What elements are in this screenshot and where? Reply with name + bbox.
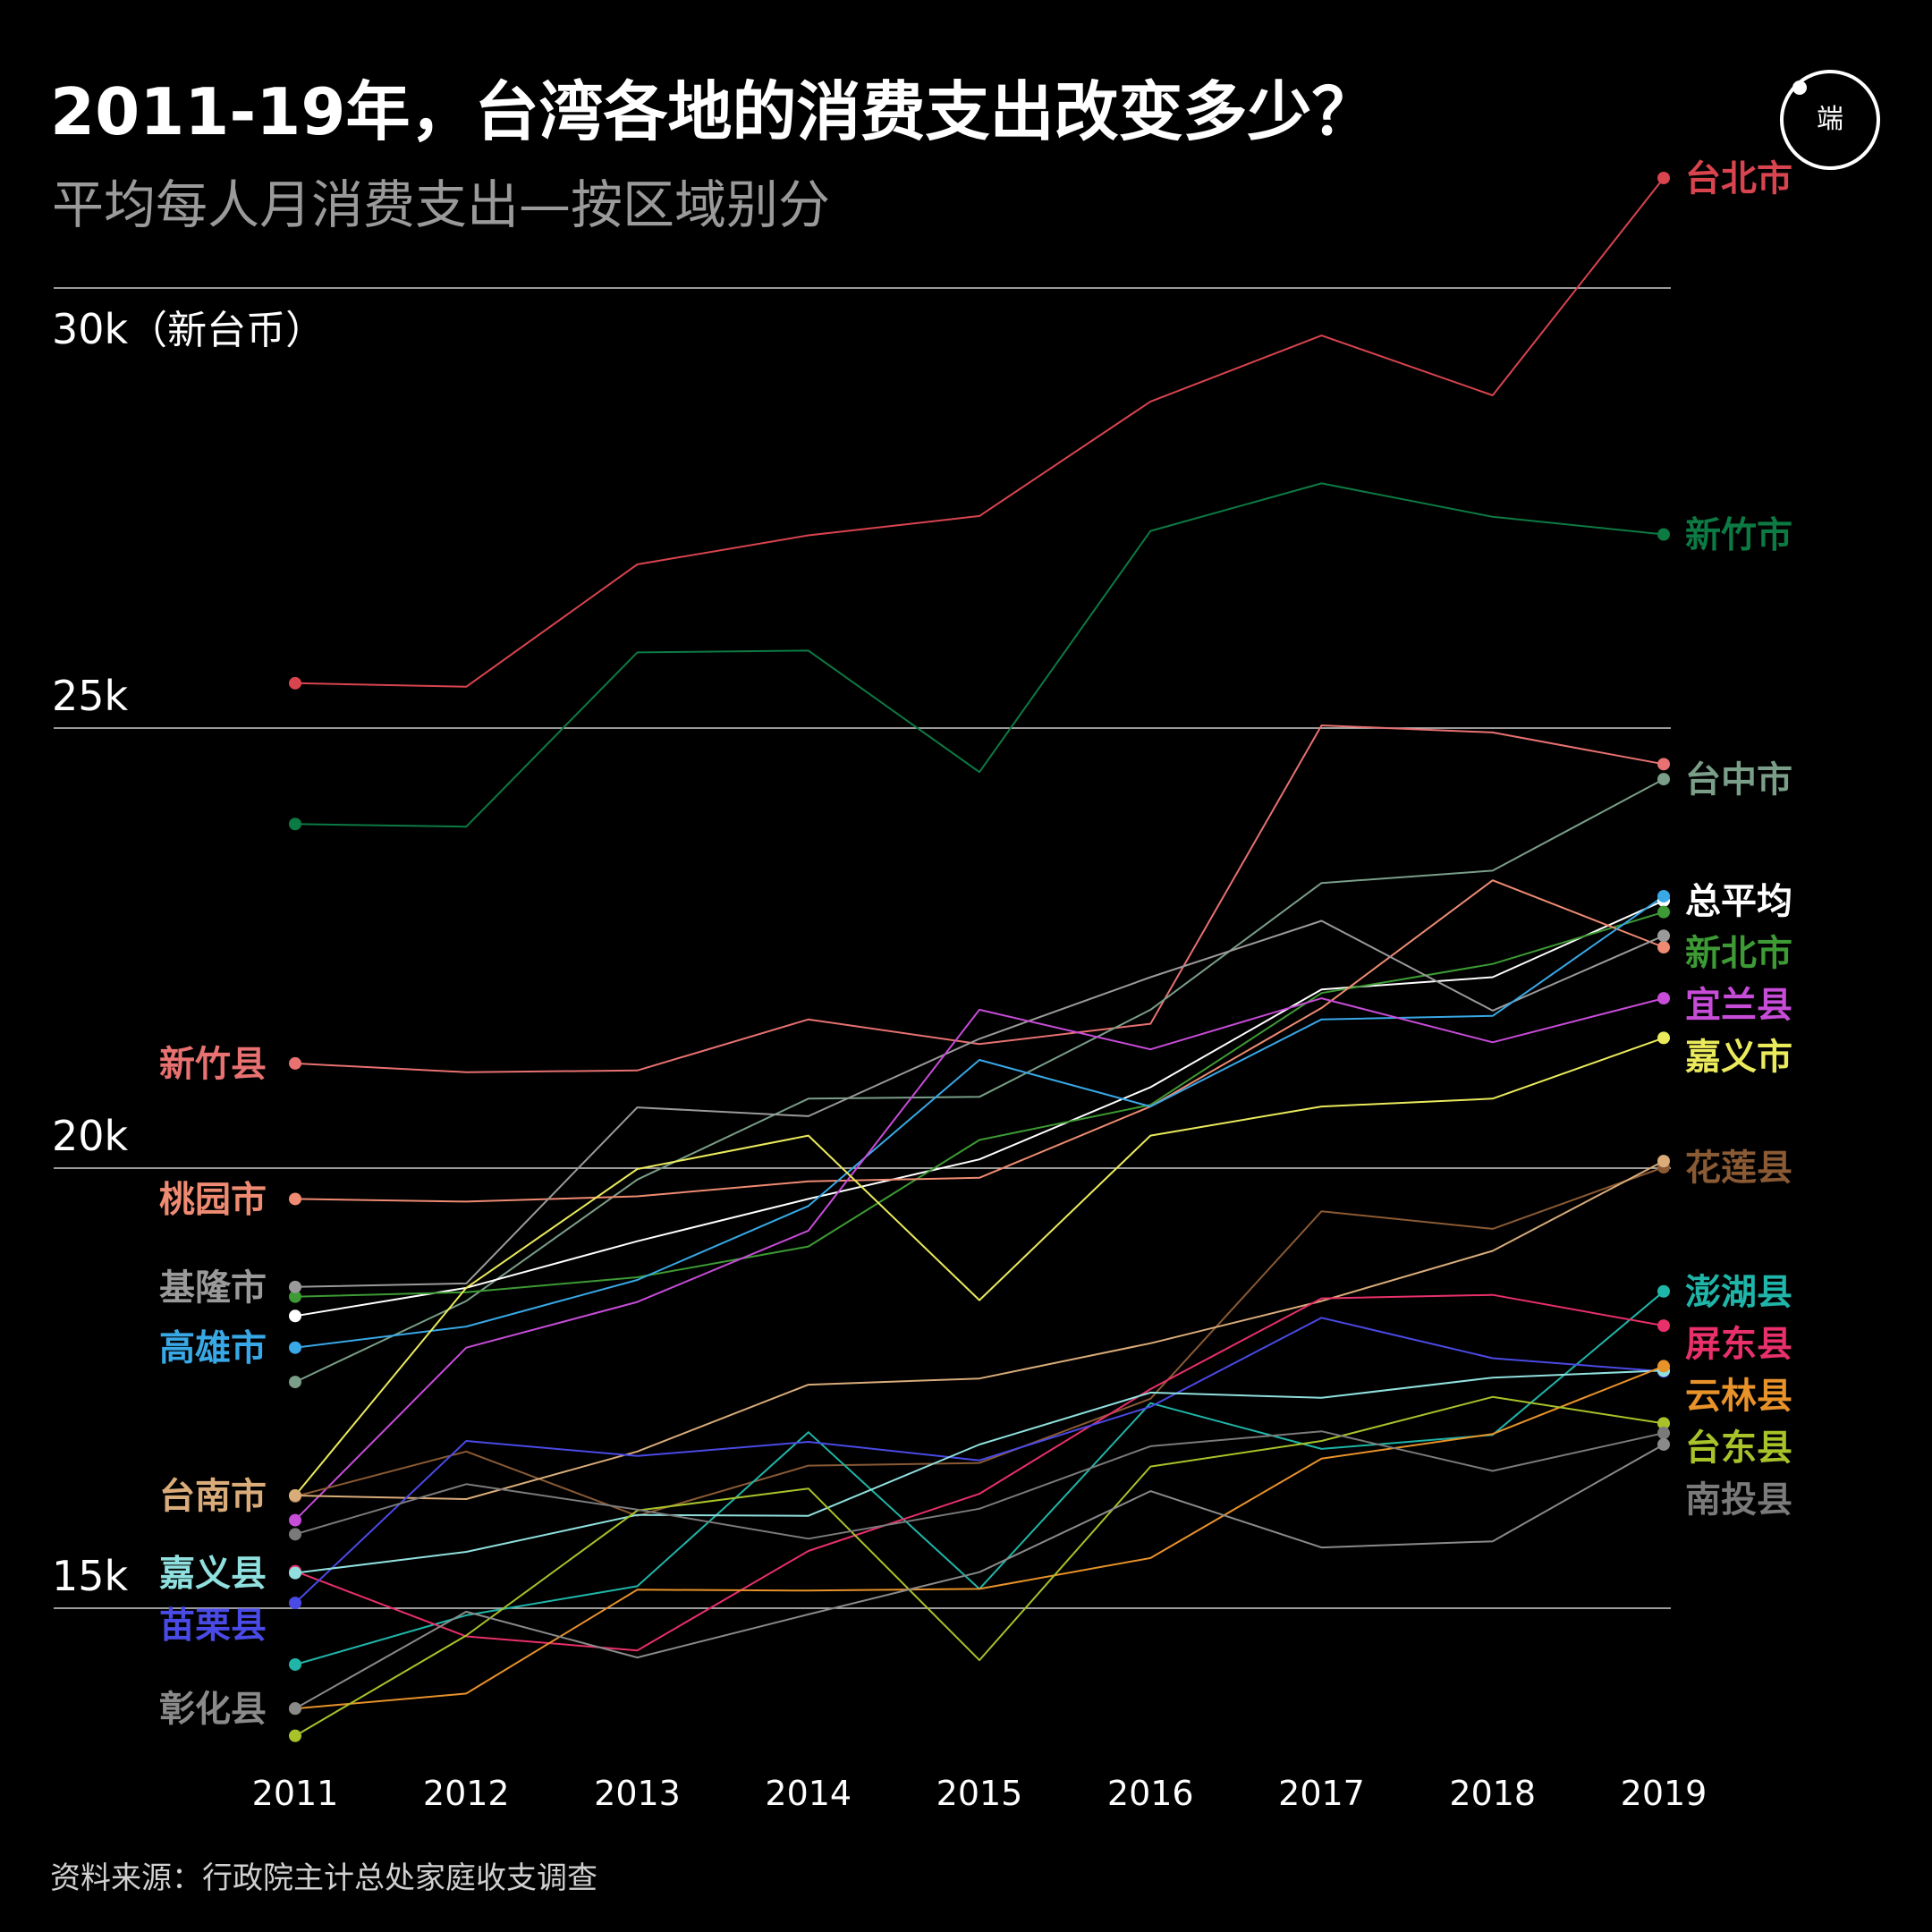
series-line (294, 1293, 1665, 1652)
series-label: 屏东县 (1685, 1324, 1792, 1365)
x-tick-label: 2015 (936, 1774, 1023, 1813)
y-tick-label: 15k (52, 1552, 129, 1600)
series-end-point (1657, 889, 1670, 902)
y-axis-unit: （新台币） (128, 308, 325, 353)
y-tick-label: 25k (52, 672, 129, 720)
series-start-point (289, 1290, 301, 1303)
series-label: 基隆市 (159, 1267, 267, 1309)
series-start-point (289, 1489, 301, 1503)
series-line (294, 1365, 1665, 1710)
series-line (294, 778, 1665, 1384)
series-label: 南投县 (1685, 1479, 1792, 1521)
logo: 端 (1780, 70, 1880, 170)
series-start-point (289, 1192, 301, 1206)
x-tick-label: 2012 (423, 1774, 510, 1813)
chart-subtitle: 平均每人月消费支出—按区域别分 (52, 174, 831, 235)
x-tick-label: 2016 (1107, 1774, 1194, 1813)
series-end-point (1657, 1319, 1670, 1333)
series-label: 嘉义市 (1685, 1037, 1792, 1078)
series-label: 澎湖县 (1685, 1272, 1792, 1313)
series-end-point (1657, 172, 1670, 184)
series-line (294, 1160, 1665, 1500)
series-end-point (1657, 905, 1670, 919)
series-label: 台南市 (159, 1476, 267, 1517)
series-end-point (1657, 758, 1670, 771)
series-end-point (1657, 992, 1670, 1005)
series-start-point (289, 1280, 301, 1293)
y-tick-label: 30k（新台币） (52, 305, 325, 353)
series-start-point (289, 1341, 301, 1354)
series-line (294, 1317, 1665, 1604)
series-start-point (289, 818, 301, 831)
series-label: 新北市 (1685, 933, 1792, 974)
x-tick-label: 2014 (765, 1774, 852, 1813)
series-start-point (289, 676, 301, 690)
series-end-point (1657, 1155, 1670, 1168)
series-start-point (289, 1528, 301, 1541)
series-label: 宜兰县 (1685, 985, 1792, 1026)
series-end-point (1657, 528, 1670, 541)
series-line (294, 1430, 1665, 1540)
series-label: 总平均 (1685, 881, 1792, 922)
series-end-point (1657, 1417, 1670, 1430)
series-end-point (1657, 1360, 1670, 1373)
series-label: 桃园市 (159, 1179, 267, 1220)
source-note: 资料来源：行政院主计总处家庭收支调查 (50, 1860, 597, 1896)
series-start-point (289, 1376, 301, 1389)
series-label: 台东县 (1685, 1428, 1792, 1469)
x-tick-label: 2019 (1621, 1774, 1707, 1813)
series-start-point (289, 1729, 301, 1742)
series-end-point (1657, 1427, 1670, 1440)
series-end-point (1657, 773, 1670, 786)
series-label: 新竹市 (1685, 515, 1792, 556)
series-label: 高雄市 (159, 1328, 267, 1369)
series-line (294, 1037, 1665, 1496)
series-start-point (289, 1566, 301, 1580)
series-line (294, 899, 1665, 1318)
series-line (294, 1166, 1665, 1517)
series-start-point (289, 1513, 301, 1527)
series-line (294, 482, 1665, 828)
series-label: 彰化县 (159, 1689, 267, 1730)
series-line (294, 1369, 1665, 1574)
series-line (294, 177, 1665, 688)
series-line (294, 879, 1665, 1203)
series-start-point (289, 1309, 301, 1323)
series-label: 云林县 (1685, 1376, 1792, 1417)
series-label: 花莲县 (1685, 1148, 1792, 1189)
x-tick-label: 2013 (594, 1774, 681, 1813)
logo-text: 端 (1817, 104, 1843, 135)
chart-title: 2011-19年，台湾各地的消费支出改变多少？ (50, 74, 1377, 149)
series-label: 嘉义县 (159, 1554, 267, 1595)
series-start-point (289, 1702, 301, 1716)
series-label: 台北市 (1685, 158, 1792, 199)
series-line (294, 895, 1665, 1349)
series-end-point (1657, 941, 1670, 954)
x-tick-label: 2018 (1449, 1774, 1536, 1813)
series-end-point (1657, 1031, 1670, 1045)
x-tick-label: 2017 (1278, 1774, 1365, 1813)
logo-dot-icon (1792, 80, 1807, 95)
series-line (294, 919, 1665, 1288)
series-start-point (289, 1597, 301, 1610)
x-tick-label: 2011 (252, 1774, 339, 1813)
series-line (294, 724, 1665, 1073)
series-line (294, 911, 1665, 1298)
series-end-point (1657, 929, 1670, 943)
series-label: 新竹县 (159, 1044, 267, 1085)
series-line (294, 1444, 1665, 1710)
series-end-point (1657, 1437, 1670, 1451)
series-start-point (289, 1657, 301, 1671)
series-label: 苗栗县 (159, 1606, 267, 1647)
series-end-point (1657, 1284, 1670, 1298)
series-line (294, 997, 1665, 1521)
series-label: 台中市 (1685, 759, 1792, 801)
series-start-point (289, 1056, 301, 1070)
y-tick-label: 20k (52, 1112, 129, 1160)
series-line (294, 1395, 1665, 1737)
